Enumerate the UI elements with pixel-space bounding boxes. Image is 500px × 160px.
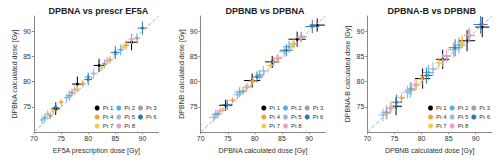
svg-text:Pt 8: Pt 8 xyxy=(124,123,135,129)
svg-text:75: 75 xyxy=(224,135,232,142)
svg-text:DPBNA calculated dose [Gy]: DPBNA calculated dose [Gy] xyxy=(11,29,19,118)
svg-text:Pt 5: Pt 5 xyxy=(291,114,302,120)
svg-text:EF5A prescription dose [Gy]: EF5A prescription dose [Gy] xyxy=(53,147,140,155)
svg-text:Pt 7: Pt 7 xyxy=(269,123,280,129)
svg-text:DPBNA-B calculated dose [Gy]: DPBNA-B calculated dose [Gy] xyxy=(344,26,352,123)
svg-text:80: 80 xyxy=(251,135,259,142)
svg-text:85: 85 xyxy=(190,53,198,60)
svg-text:80: 80 xyxy=(357,78,365,85)
svg-text:90: 90 xyxy=(357,28,365,35)
svg-text:70: 70 xyxy=(30,135,38,142)
svg-text:Pt 6: Pt 6 xyxy=(479,114,490,120)
svg-text:80: 80 xyxy=(418,135,426,142)
svg-text:Pt 6: Pt 6 xyxy=(313,114,324,120)
svg-text:70: 70 xyxy=(363,135,371,142)
svg-text:90: 90 xyxy=(190,28,198,35)
svg-text:80: 80 xyxy=(84,135,92,142)
svg-text:80: 80 xyxy=(23,78,31,85)
svg-text:Pt 7: Pt 7 xyxy=(436,123,447,129)
svg-text:DPBNA vs prescr EF5A: DPBNA vs prescr EF5A xyxy=(48,6,148,16)
svg-text:DPBNA-B vs DPBNB: DPBNA-B vs DPBNB xyxy=(387,6,476,16)
svg-text:Pt 8: Pt 8 xyxy=(291,123,302,129)
svg-text:75: 75 xyxy=(357,103,365,110)
svg-text:Pt 3: Pt 3 xyxy=(313,105,324,111)
svg-text:Pt 4: Pt 4 xyxy=(103,114,114,120)
svg-text:90: 90 xyxy=(305,135,313,142)
svg-text:75: 75 xyxy=(190,103,198,110)
svg-text:Pt 2: Pt 2 xyxy=(124,105,135,111)
svg-text:Pt 6: Pt 6 xyxy=(146,114,157,120)
svg-text:DPBNB calculated dose [Gy]: DPBNB calculated dose [Gy] xyxy=(178,29,186,119)
svg-text:Pt 3: Pt 3 xyxy=(146,105,157,111)
svg-text:DPBNA calculated dose [Gy]: DPBNA calculated dose [Gy] xyxy=(218,147,307,155)
svg-text:Pt 5: Pt 5 xyxy=(124,114,135,120)
svg-text:Pt 1: Pt 1 xyxy=(269,105,280,111)
svg-text:DPBNB calculated dose [Gy]: DPBNB calculated dose [Gy] xyxy=(385,147,475,155)
svg-text:85: 85 xyxy=(23,53,31,60)
svg-text:Pt 5: Pt 5 xyxy=(458,114,469,120)
svg-text:70: 70 xyxy=(197,135,205,142)
svg-text:Pt 4: Pt 4 xyxy=(436,114,447,120)
svg-text:75: 75 xyxy=(23,103,31,110)
svg-text:Pt 2: Pt 2 xyxy=(291,105,302,111)
svg-text:90: 90 xyxy=(23,28,31,35)
svg-text:75: 75 xyxy=(391,135,399,142)
svg-text:85: 85 xyxy=(445,135,453,142)
svg-text:Pt 3: Pt 3 xyxy=(479,105,490,111)
svg-text:90: 90 xyxy=(139,135,147,142)
svg-text:DPBNB vs DPBNA: DPBNB vs DPBNA xyxy=(225,6,305,16)
svg-text:85: 85 xyxy=(278,135,286,142)
svg-text:85: 85 xyxy=(357,53,365,60)
svg-text:80: 80 xyxy=(190,78,198,85)
svg-text:Pt 1: Pt 1 xyxy=(103,105,114,111)
svg-text:Pt 4: Pt 4 xyxy=(269,114,280,120)
svg-text:75: 75 xyxy=(57,135,65,142)
svg-text:85: 85 xyxy=(111,135,119,142)
svg-text:Pt 7: Pt 7 xyxy=(103,123,114,129)
svg-text:Pt 2: Pt 2 xyxy=(458,105,469,111)
svg-text:Pt 1: Pt 1 xyxy=(436,105,447,111)
svg-text:Pt 8: Pt 8 xyxy=(458,123,469,129)
svg-text:90: 90 xyxy=(472,135,480,142)
